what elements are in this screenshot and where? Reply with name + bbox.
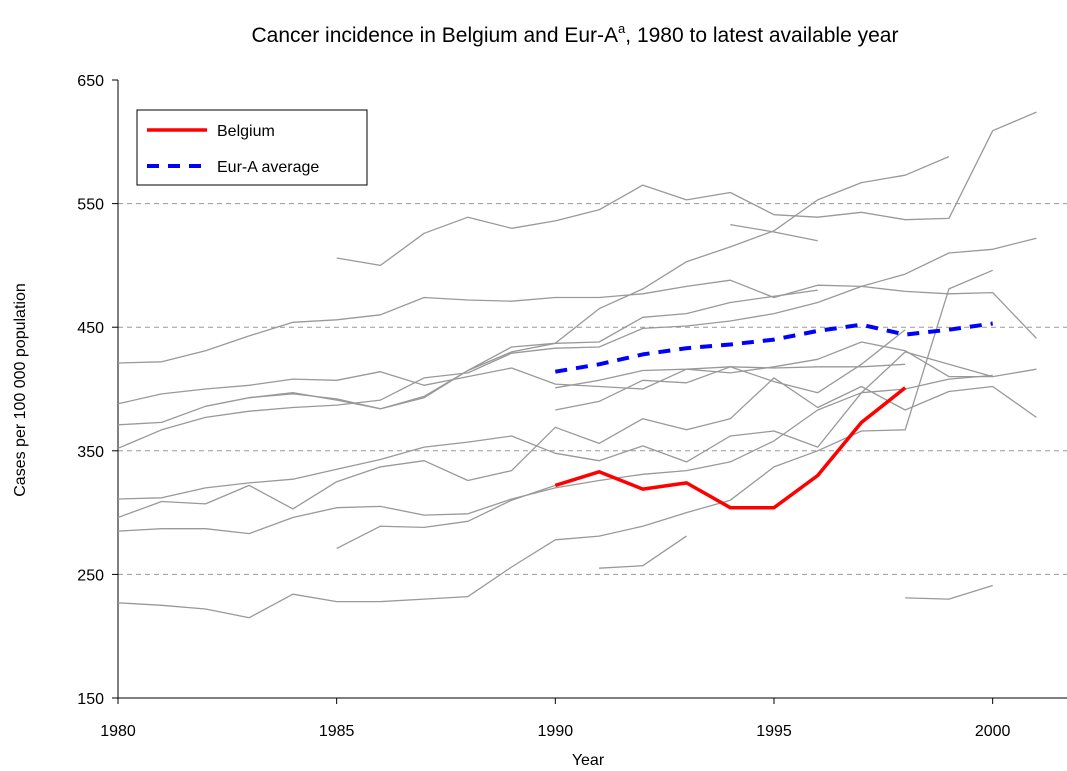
x-tick-label: 2000 bbox=[975, 723, 1011, 740]
series-line bbox=[905, 584, 993, 600]
y-tick-label: 650 bbox=[77, 73, 104, 90]
series-line bbox=[554, 386, 907, 510]
x-tick-label: 1980 bbox=[100, 723, 136, 740]
series-line bbox=[117, 237, 1037, 449]
series-line bbox=[117, 279, 1037, 364]
title-suffix: , 1980 to latest available year bbox=[625, 24, 898, 47]
series-line bbox=[554, 321, 993, 374]
y-tick-label: 450 bbox=[77, 320, 104, 337]
legend-label: Eur-A average bbox=[217, 159, 319, 176]
series-line bbox=[117, 156, 950, 426]
legend-label: Belgium bbox=[217, 123, 275, 140]
series-line bbox=[117, 269, 993, 619]
y-tick-label: 550 bbox=[77, 197, 104, 214]
y-tick-label: 250 bbox=[77, 567, 104, 584]
series-line bbox=[336, 111, 1037, 267]
series-line bbox=[599, 535, 687, 569]
series-line bbox=[336, 484, 556, 549]
chart-title: Cancer incidence in Belgium and Eur-Aa, … bbox=[252, 21, 899, 47]
series-line bbox=[117, 374, 993, 535]
y-tick-label: 350 bbox=[77, 444, 104, 461]
x-tick-label: 1995 bbox=[756, 723, 792, 740]
x-tick-label: 1990 bbox=[538, 723, 574, 740]
series-line bbox=[555, 363, 906, 389]
series-line bbox=[249, 289, 818, 410]
series-line bbox=[117, 351, 993, 500]
x-tick-label: 1985 bbox=[319, 723, 355, 740]
title-main: Cancer incidence in Belgium and Eur-A bbox=[252, 24, 619, 47]
title-superscript: a bbox=[618, 21, 626, 36]
legend-box bbox=[136, 109, 368, 186]
series-line bbox=[555, 329, 906, 411]
series-line bbox=[730, 223, 818, 242]
y-axis-label: Cases per 100 000 population bbox=[12, 283, 29, 497]
y-tick-label: 150 bbox=[77, 691, 104, 708]
x-axis-label: Year bbox=[572, 752, 605, 769]
series-line bbox=[117, 377, 1037, 519]
